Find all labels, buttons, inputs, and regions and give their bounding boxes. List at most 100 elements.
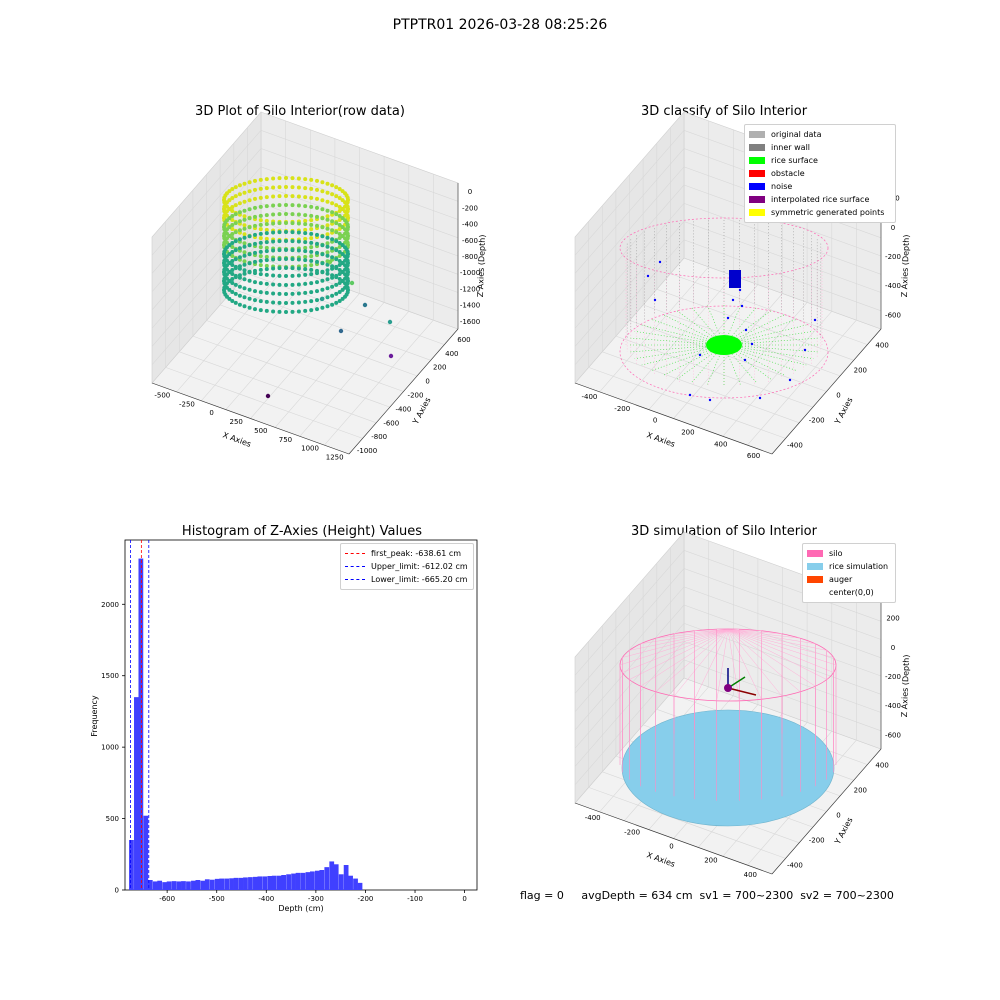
point: [337, 259, 342, 263]
point: [264, 245, 269, 250]
point: [230, 245, 235, 249]
legend-label: obstacle: [771, 169, 805, 178]
point: [325, 286, 330, 291]
point: [345, 285, 350, 290]
z-tick-label: 0: [891, 224, 895, 232]
point: [237, 192, 242, 197]
x-tick-label: -400: [585, 814, 601, 822]
point: [337, 232, 342, 236]
legend-label: original data: [771, 130, 822, 139]
point: [320, 243, 325, 248]
histogram-title: Histogram of Z-Axies (Height) Values: [181, 524, 423, 539]
gridline: [151, 202, 459, 329]
point: [296, 203, 301, 208]
point: [253, 298, 257, 303]
point: [315, 268, 319, 273]
silo-roof-line: [727, 629, 801, 692]
point: [296, 185, 301, 190]
point: [242, 208, 247, 213]
point: [271, 203, 276, 208]
point: [345, 222, 350, 227]
histogram-bar: [253, 876, 258, 890]
point: [340, 296, 345, 301]
point: [337, 236, 342, 240]
point: [337, 277, 342, 281]
histogram-bar: [357, 882, 363, 890]
point: [277, 176, 282, 181]
legend-label: symmetric generated points: [771, 208, 885, 217]
point: [233, 194, 238, 199]
outlier-point: [319, 296, 325, 302]
point: [284, 301, 288, 305]
legend-entry: obstacle: [749, 167, 891, 180]
y-tick-label: 200: [854, 367, 867, 375]
rice-surface-line: [707, 344, 725, 385]
point: [264, 231, 269, 236]
silo-roof-line: [727, 629, 783, 635]
point: [303, 227, 308, 232]
gridline: [299, 165, 410, 437]
point: [284, 239, 288, 243]
point: [227, 225, 232, 230]
gridline: [151, 148, 459, 274]
point: [290, 273, 295, 278]
point: [264, 186, 269, 191]
point: [334, 291, 339, 296]
point: [334, 300, 339, 305]
point: [315, 241, 319, 246]
point: [253, 280, 257, 285]
raw-plot-title: 3D Plot of Silo Interior(row data): [195, 104, 405, 119]
point: [271, 248, 276, 253]
histogram-bar: [243, 877, 248, 890]
histogram-bar: [214, 878, 220, 890]
z-tick-label: -200: [885, 253, 901, 261]
point: [258, 281, 263, 286]
point: [277, 185, 282, 190]
x-tick-label: 200: [704, 857, 717, 865]
silo-roof-line: [727, 629, 762, 632]
legend-label: center(0,0): [829, 588, 874, 597]
point: [230, 218, 235, 222]
point: [290, 309, 295, 314]
point: [303, 218, 308, 223]
point: [290, 248, 295, 253]
legend-entry: first_peak: -638.61 cm: [345, 547, 469, 560]
noise-point: [738, 288, 742, 292]
point: [242, 217, 247, 222]
silo-roof-line: [727, 629, 827, 680]
point: [315, 205, 319, 210]
point: [303, 231, 308, 236]
point: [247, 296, 252, 301]
y-tick-label: 2000: [101, 601, 119, 609]
point: [296, 212, 301, 217]
point: [271, 266, 276, 271]
histogram-bar: [238, 877, 244, 890]
silo-roof-line: [727, 629, 816, 645]
point: [230, 254, 235, 258]
point: [296, 194, 301, 199]
z-tick-label: -600: [462, 237, 478, 245]
histogram-bar: [195, 880, 201, 890]
point: [237, 264, 242, 269]
silo-roof-line: [727, 629, 834, 673]
point: [247, 225, 252, 230]
histogram-bar: [147, 880, 153, 890]
histogram-bar: [134, 697, 139, 890]
point: [309, 267, 314, 272]
point: [258, 177, 263, 182]
point: [277, 212, 282, 217]
point: [253, 214, 257, 219]
histogram-bar: [348, 875, 353, 890]
histogram-bar: [186, 881, 191, 890]
histogram-bar: [157, 880, 163, 890]
point: [296, 291, 301, 296]
noise-point: [788, 378, 792, 382]
noise-point: [758, 396, 762, 400]
simulation-plot-title: 3D simulation of Silo Interior: [631, 524, 817, 539]
point: [325, 271, 330, 276]
z-tick-label: 200: [886, 615, 899, 623]
point: [345, 195, 350, 200]
histogram-bar: [181, 881, 186, 890]
rice-surface-line: [723, 344, 757, 383]
point: [296, 239, 301, 244]
